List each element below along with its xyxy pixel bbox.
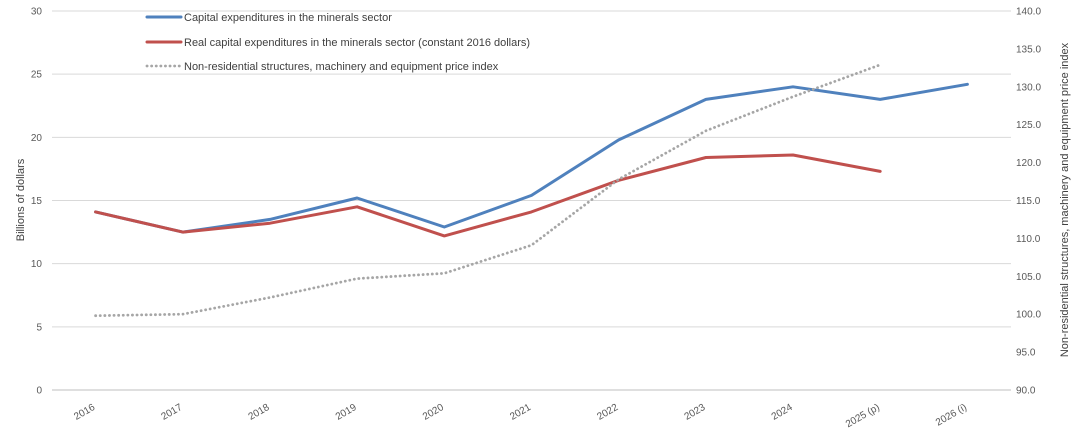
legend-label: Non-residential structures, machinery an… <box>184 61 499 73</box>
y2-tick-label: 135.0 <box>1016 44 1041 55</box>
series-line-1 <box>94 82 969 234</box>
legend-label: Capital expenditures in the minerals sec… <box>184 12 392 24</box>
x-tick-label: 2024 <box>770 402 795 423</box>
series-line-2 <box>94 153 882 238</box>
y-tick-label: 15 <box>31 196 43 207</box>
legend: Capital expenditures in the minerals sec… <box>145 12 530 73</box>
left-axis-ticks: 0 5 10 15 20 25 30 <box>31 7 43 397</box>
y2-tick-label: 105.0 <box>1016 272 1041 283</box>
x-tick-label: 2018 <box>247 402 272 423</box>
y-tick-label: 5 <box>36 322 42 333</box>
y-tick-label: 30 <box>31 7 43 18</box>
y2-tick-label: 110.0 <box>1016 234 1041 245</box>
y2-tick-label: 95.0 <box>1016 348 1036 359</box>
y2-axis-title: Non-residential structures, machinery an… <box>1059 42 1071 357</box>
right-axis-ticks: 90.0 95.0 100.0 105.0 110.0 115.0 120.0 125.0 13… <box>1016 7 1041 397</box>
gridlines <box>52 10 1011 391</box>
y2-tick-label: 115.0 <box>1016 196 1041 207</box>
y2-tick-label: 130.0 <box>1016 82 1041 93</box>
y2-tick-label: 90.0 <box>1016 386 1036 397</box>
x-tick-label: 2023 <box>683 402 708 423</box>
x-tick-label: 2025 (p) <box>844 402 882 430</box>
series-line-3 <box>94 63 882 318</box>
x-axis-ticks: 2016 2017 2018 2019 2020 2021 2022 2023 2024 2025… <box>72 402 969 430</box>
y-axis-title: Billions of dollars <box>15 158 27 241</box>
y2-tick-label: 140.0 <box>1016 7 1041 18</box>
y-tick-label: 10 <box>31 259 43 270</box>
y-tick-label: 0 <box>36 386 42 397</box>
y-tick-label: 25 <box>31 70 43 81</box>
x-tick-label: 2022 <box>595 402 620 423</box>
y2-tick-label: 125.0 <box>1016 120 1041 131</box>
x-tick-label: 2021 <box>508 402 533 423</box>
legend-label: Real capital expenditures in the mineral… <box>184 37 530 49</box>
x-tick-label: 2019 <box>334 402 359 423</box>
y-tick-label: 20 <box>31 133 43 144</box>
x-tick-label: 2020 <box>421 402 446 423</box>
x-tick-label: 2017 <box>160 402 185 423</box>
y2-tick-label: 120.0 <box>1016 158 1041 169</box>
x-tick-label: 2026 (i) <box>934 402 969 428</box>
series-lines <box>94 63 969 318</box>
x-tick-label: 2016 <box>72 402 97 423</box>
y2-tick-label: 100.0 <box>1016 310 1041 321</box>
